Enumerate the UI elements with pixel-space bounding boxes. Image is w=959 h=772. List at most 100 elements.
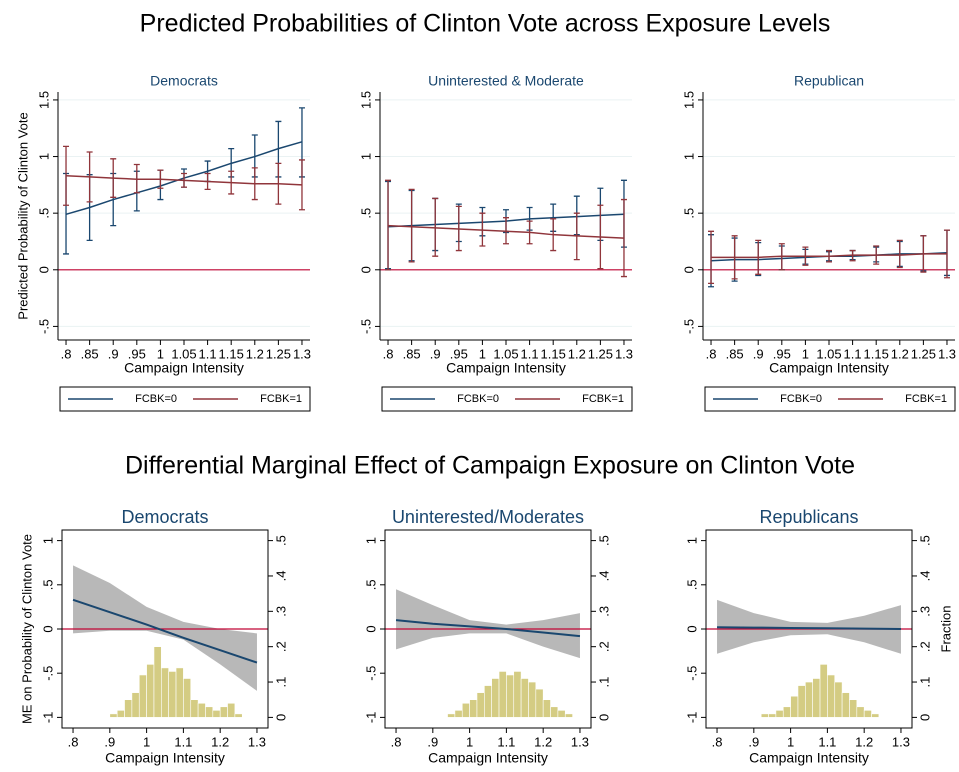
y2-tick-label: .4 (273, 571, 288, 582)
histogram-bar (841, 692, 850, 718)
x-tick-label: 1.3 (248, 734, 266, 749)
y-tick-label: .5 (358, 208, 373, 219)
panel-title: Uninterested & Moderate (428, 73, 584, 89)
x-tick-label: 1.3 (892, 734, 910, 749)
x-axis-label: Campaign Intensity (769, 360, 889, 376)
histogram-bar (819, 664, 828, 718)
histogram-bar (805, 681, 813, 718)
histogram-bar (461, 702, 470, 718)
histogram-bar (109, 713, 118, 718)
y2-tick-label: .5 (273, 535, 288, 546)
error-bar (920, 235, 927, 273)
histogram-bar (506, 674, 515, 718)
y-tick-label: .5 (684, 579, 699, 590)
legend-label: FCBK=0 (135, 393, 177, 405)
legend-label: FCBK=0 (457, 393, 499, 405)
y2-tick-label: .2 (596, 641, 611, 652)
y-tick-label: 1.5 (36, 91, 51, 109)
x-tick-label: .8 (391, 734, 402, 749)
legend-label: FCBK=0 (780, 393, 822, 405)
error-bar (251, 167, 258, 201)
x-tick-label: .9 (753, 346, 764, 361)
x-tick-label: 1.1 (844, 346, 862, 361)
y-tick-label: -.5 (36, 319, 51, 334)
error-bar (479, 212, 486, 247)
histogram-bar (175, 667, 184, 718)
y-tick-label: 0 (363, 625, 378, 632)
histogram-bar (782, 706, 791, 718)
histogram-bar (161, 667, 169, 718)
x-tick-label: .8 (712, 734, 723, 749)
x-tick-label: .8 (383, 346, 394, 361)
y-tick-label: 1 (684, 537, 699, 544)
y-axis-label: ME on Probability of Clinton Vote (19, 534, 34, 724)
histogram-bar (528, 681, 537, 718)
x-tick-label: 1.2 (534, 734, 552, 749)
y-axis-label: Predicted Probability of Clinton Vote (15, 112, 30, 319)
y2-tick-label: 0 (917, 714, 932, 721)
x-tick-label: 1.3 (615, 346, 633, 361)
error-bar (731, 235, 738, 280)
x-tick-label: 1.15 (219, 346, 244, 361)
x-tick-label: 1 (479, 346, 486, 361)
y-tick-label: 0 (36, 266, 51, 273)
error-bar (620, 198, 627, 278)
figure-title: Predicted Probabilities of Clinton Vote … (140, 10, 831, 38)
plot-frame (705, 529, 913, 729)
histogram-bar (190, 699, 199, 718)
histogram-bar (812, 678, 821, 718)
x-tick-label: .95 (128, 346, 146, 361)
y2-tick-label: .1 (917, 677, 932, 688)
confidence-band (396, 589, 580, 659)
x-tick-label: .95 (450, 346, 468, 361)
plot-frame (61, 529, 269, 729)
histogram-bar (197, 702, 206, 718)
x-tick-label: .9 (108, 346, 119, 361)
histogram-bar (227, 702, 236, 718)
effect-line (72, 598, 258, 664)
histogram-bar (476, 692, 485, 718)
y-tick-label: -1 (363, 712, 378, 724)
histogram-bar (856, 706, 865, 718)
y2-tick-label: 0 (273, 714, 288, 721)
error-bar (526, 220, 533, 245)
histogram-bar (871, 713, 880, 718)
figure-title: Differential Marginal Effect of Campaign… (125, 452, 855, 480)
y2-tick-label: .1 (273, 677, 288, 688)
error-bar (708, 230, 715, 285)
histogram-bar (205, 706, 214, 718)
y2-axis-label: Fraction (938, 606, 953, 653)
x-tick-label: .8 (61, 346, 72, 361)
x-tick-label: 1.2 (211, 734, 229, 749)
x-tick-label: 1.2 (246, 346, 264, 361)
x-tick-label: 1.2 (891, 346, 909, 361)
error-bar (110, 158, 117, 198)
y-tick-label: 1.5 (681, 91, 696, 109)
error-bar (408, 188, 415, 263)
effect-line (717, 626, 901, 630)
x-tick-label: 1.1 (174, 734, 192, 749)
error-bar (755, 239, 762, 275)
histogram-bar (454, 710, 463, 718)
x-tick-label: 1.3 (938, 346, 956, 361)
error-bar (86, 151, 93, 203)
histogram-bar (790, 695, 799, 718)
histogram-bar (513, 671, 522, 718)
histogram-bar (760, 713, 769, 718)
confidence-band (73, 565, 257, 691)
error-bar (204, 172, 211, 191)
error-bar (873, 245, 880, 265)
y-tick-label: 1 (681, 153, 696, 160)
error-bar (157, 169, 164, 189)
histogram-bar (849, 699, 858, 718)
histogram-bar (447, 713, 456, 718)
x-tick-label: 1.1 (497, 734, 515, 749)
x-axis-label: Campaign Intensity (105, 750, 225, 766)
error-bar (503, 217, 509, 245)
x-tick-label: 1.15 (541, 346, 566, 361)
error-bar (573, 212, 580, 261)
x-tick-label: 1 (157, 346, 164, 361)
y-tick-label: -1 (684, 712, 699, 724)
plot-frame (384, 529, 592, 729)
